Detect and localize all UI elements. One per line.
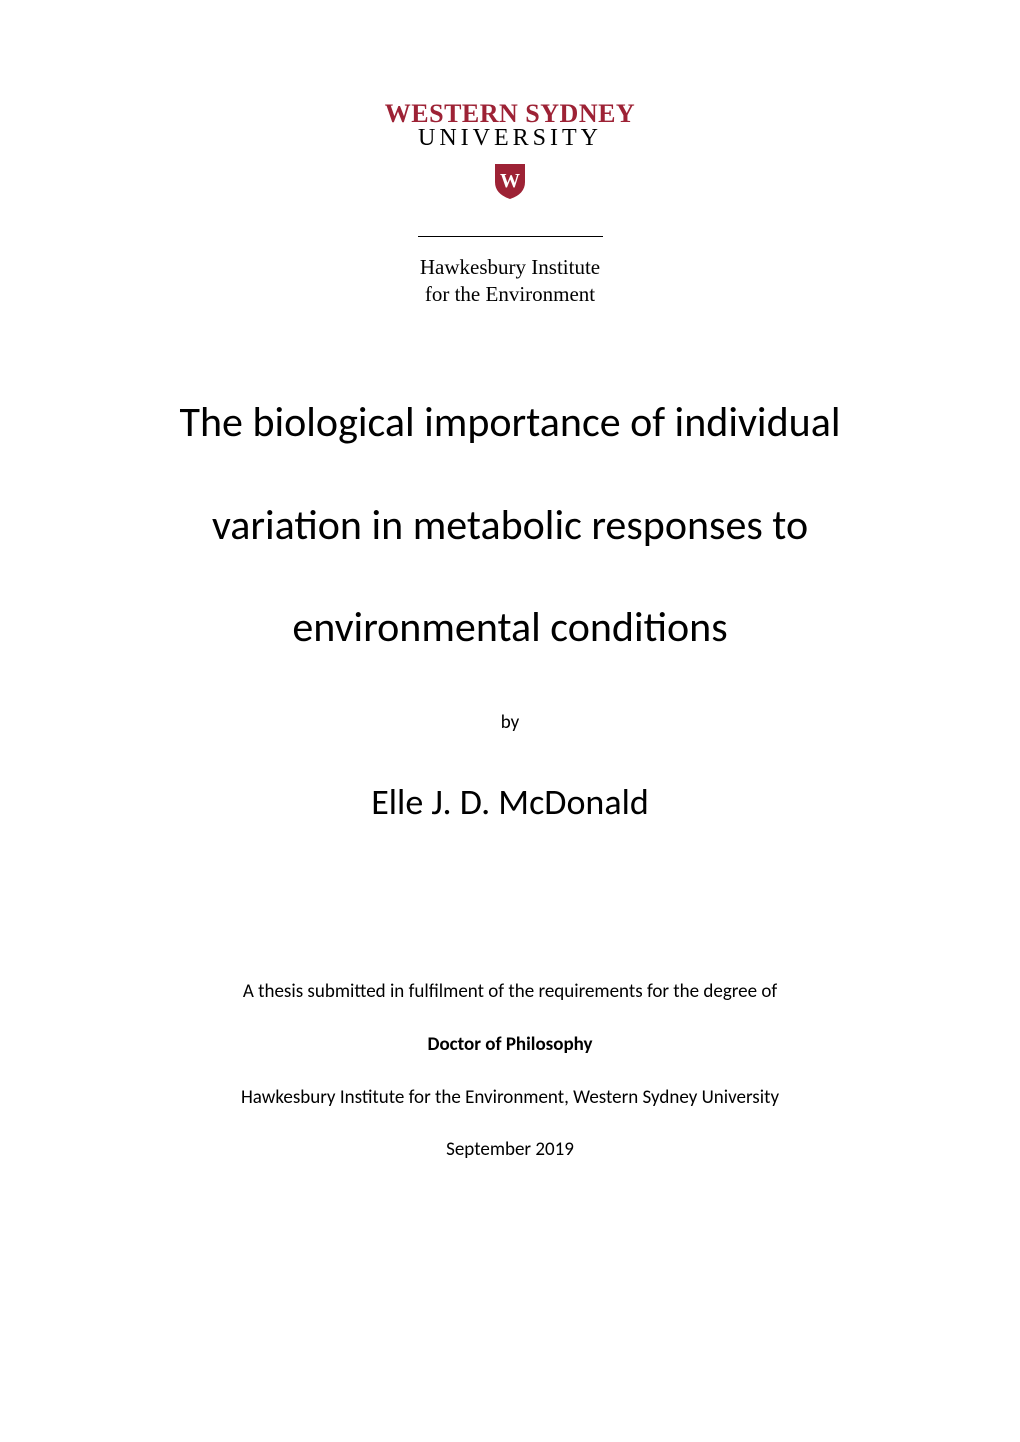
title-line-2: variation in metabolic responses to xyxy=(110,501,910,551)
degree-name: Doctor of Philosophy xyxy=(110,1032,910,1059)
submission-date: September 2019 xyxy=(110,1137,910,1164)
thesis-title-page: WESTERN SYDNEY UNIVERSITY W Hawkesbury I… xyxy=(0,0,1020,1442)
svg-text:W: W xyxy=(500,170,520,192)
title-line-1: The biological importance of individual xyxy=(110,398,910,448)
shield-icon: W xyxy=(493,162,527,200)
institute-name-block: Hawkesbury Institute for the Environment xyxy=(110,254,910,309)
author-name: Elle J. D. McDonald xyxy=(110,780,910,824)
title-line-3: environmental conditions xyxy=(110,603,910,653)
institute-line1: Hawkesbury Institute xyxy=(110,254,910,281)
logo-divider xyxy=(110,223,910,242)
thesis-title: The biological importance of individual … xyxy=(110,398,910,653)
university-logo-block: WESTERN SYDNEY UNIVERSITY W Hawkesbury I… xyxy=(110,100,910,308)
by-label: by xyxy=(110,711,910,734)
thesis-footer: A thesis submitted in fulfilment of the … xyxy=(110,979,910,1163)
university-name-line2: UNIVERSITY xyxy=(385,125,635,151)
affiliation: Hawkesbury Institute for the Environment… xyxy=(110,1085,910,1112)
university-name-line1: WESTERN SYDNEY xyxy=(385,100,635,127)
submission-statement: A thesis submitted in fulfilment of the … xyxy=(110,979,910,1006)
wsu-logo: WESTERN SYDNEY UNIVERSITY W xyxy=(385,100,635,200)
divider-line xyxy=(418,236,603,237)
institute-line2: for the Environment xyxy=(110,281,910,308)
